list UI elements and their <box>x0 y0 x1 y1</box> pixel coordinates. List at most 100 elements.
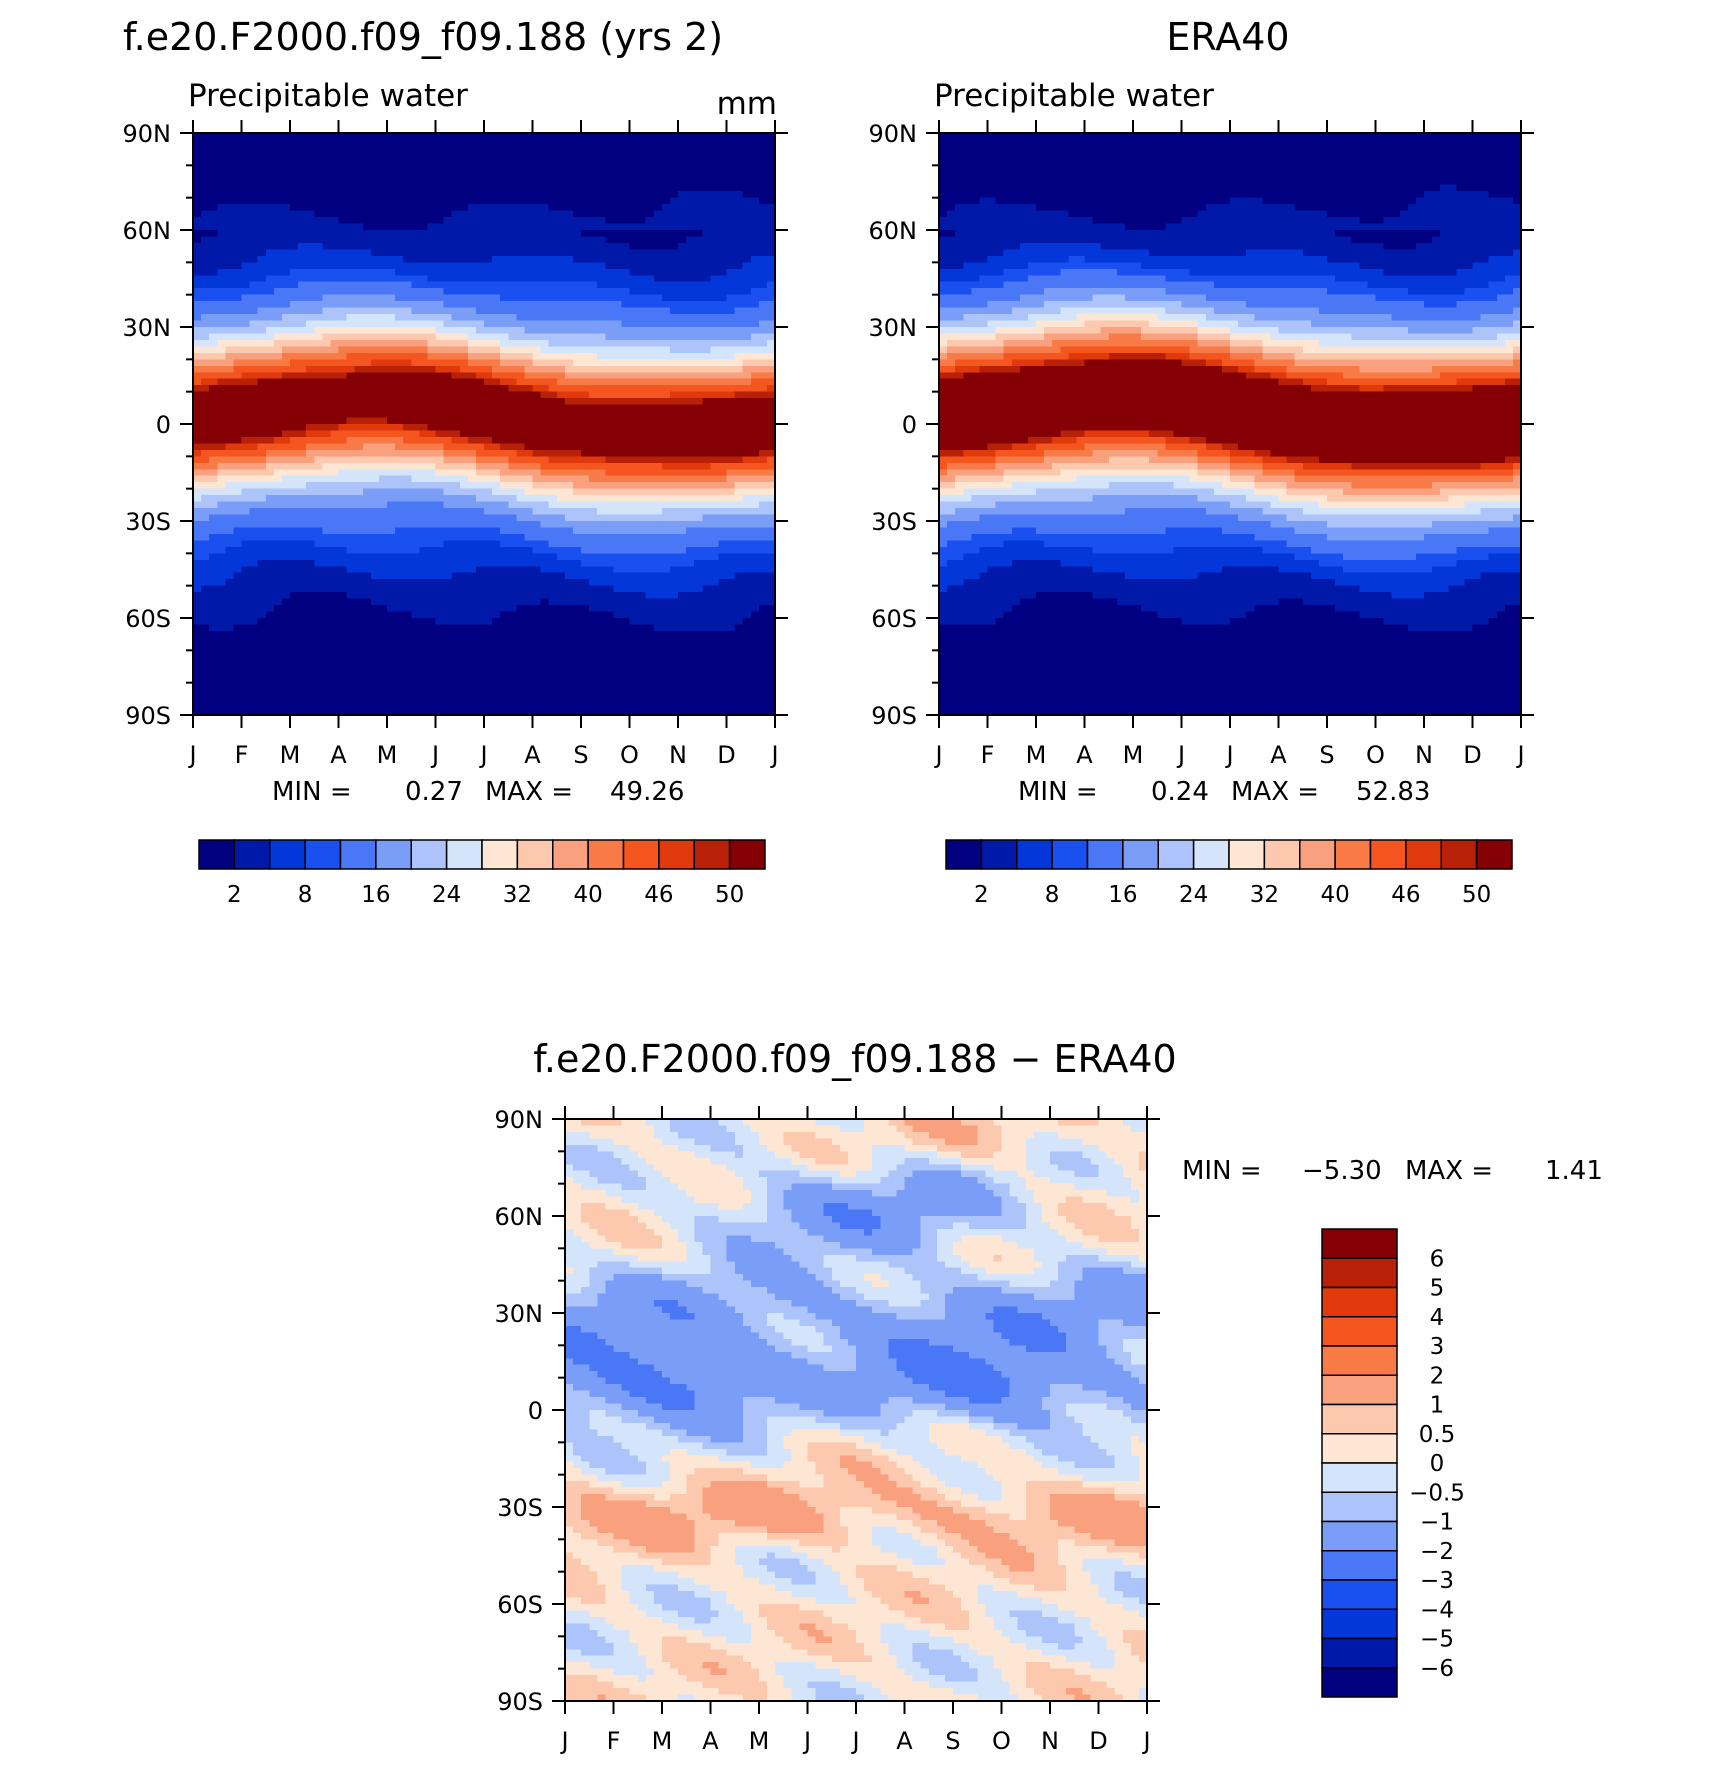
field-cell <box>630 527 639 534</box>
field-cell <box>436 236 445 243</box>
field-cell <box>193 502 202 509</box>
field-cell <box>621 702 630 709</box>
field-cell <box>460 683 469 690</box>
field-cell <box>541 146 550 153</box>
field-cell <box>484 366 493 373</box>
field-cell <box>460 424 469 431</box>
field-cell <box>355 152 364 159</box>
field-cell <box>339 592 348 599</box>
field-cell <box>565 314 574 321</box>
field-cell <box>444 398 453 405</box>
field-cell <box>193 450 202 457</box>
field-cell <box>565 586 574 593</box>
field-cell <box>444 592 453 599</box>
field-cell <box>330 566 339 573</box>
field-cell <box>209 327 218 334</box>
field-cell <box>339 398 348 405</box>
field-cell <box>500 224 509 231</box>
field-cell <box>444 573 453 580</box>
field-cell <box>444 663 453 670</box>
field-cell <box>209 624 218 631</box>
field-cell <box>242 521 251 528</box>
field-cell <box>379 178 388 185</box>
field-cell <box>395 573 404 580</box>
field-cell <box>379 657 388 664</box>
field-cell <box>274 236 283 243</box>
field-cell <box>516 624 525 631</box>
field-cell <box>516 172 525 179</box>
field-cell <box>411 489 420 496</box>
field-cell <box>363 269 372 276</box>
field-cell <box>347 663 356 670</box>
field-cell <box>379 211 388 218</box>
field-cell <box>581 333 590 340</box>
field-cell <box>557 172 566 179</box>
field-cell <box>419 650 428 657</box>
field-cell <box>233 534 242 541</box>
field-cell <box>436 256 445 263</box>
field-cell <box>468 430 477 437</box>
field-cell <box>298 340 307 347</box>
field-cell <box>387 211 396 218</box>
field-cell <box>258 301 267 308</box>
field-cell <box>597 683 606 690</box>
field-cell <box>306 579 315 586</box>
field-cell <box>282 308 291 315</box>
field-cell <box>621 385 630 392</box>
field-cell <box>444 411 453 418</box>
field-cell <box>330 702 339 709</box>
field-cell <box>201 443 210 450</box>
field-cell <box>621 301 630 308</box>
field-cell <box>533 392 542 399</box>
field-cell <box>492 392 501 399</box>
field-cell <box>452 217 461 224</box>
field-cell <box>355 159 364 166</box>
field-cell <box>573 502 582 509</box>
field-cell <box>436 495 445 502</box>
field-cell <box>419 676 428 683</box>
field-cell <box>250 398 259 405</box>
field-cell <box>549 327 558 334</box>
field-cell <box>266 540 275 547</box>
field-cell <box>541 178 550 185</box>
field-cell <box>330 398 339 405</box>
field-cell <box>363 702 372 709</box>
field-cell <box>638 353 647 360</box>
field-cell <box>444 521 453 528</box>
field-cell <box>508 346 517 353</box>
field-cell <box>524 275 533 282</box>
field-cell <box>492 495 501 502</box>
field-cell <box>516 340 525 347</box>
field-cell <box>476 676 485 683</box>
field-cell <box>581 573 590 580</box>
field-cell <box>476 346 485 353</box>
field-cell <box>557 502 566 509</box>
field-cell <box>613 676 622 683</box>
field-cell <box>314 670 323 677</box>
field-cell <box>355 392 364 399</box>
field-cell <box>419 599 428 606</box>
field-cell <box>541 333 550 340</box>
field-cell <box>605 282 614 289</box>
field-cell <box>492 469 501 476</box>
field-cell <box>533 637 542 644</box>
field-cell <box>468 683 477 690</box>
field-cell <box>387 566 396 573</box>
field-cell <box>379 133 388 140</box>
field-cell <box>330 430 339 437</box>
field-cell <box>508 624 517 631</box>
field-cell <box>597 308 606 315</box>
field-cell <box>266 573 275 580</box>
field-cell <box>427 586 436 593</box>
field-cell <box>557 456 566 463</box>
field-cell <box>630 618 639 625</box>
field-cell <box>306 540 315 547</box>
field-cell <box>339 321 348 328</box>
field-cell <box>250 515 259 522</box>
field-cell <box>524 346 533 353</box>
field-cell <box>306 618 315 625</box>
field-cell <box>282 295 291 302</box>
field-cell <box>395 321 404 328</box>
field-cell <box>355 411 364 418</box>
field-cell <box>500 469 509 476</box>
